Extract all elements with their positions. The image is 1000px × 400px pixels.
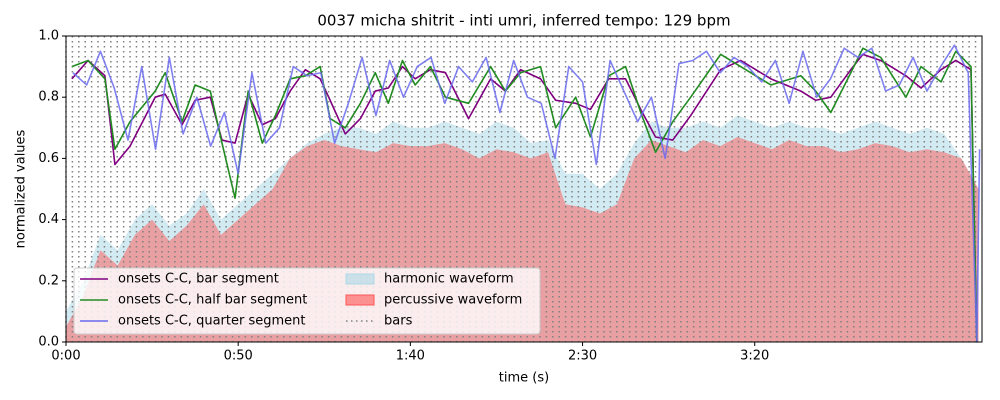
legend-label: onsets C-C, quarter segment: [118, 314, 305, 329]
y-tick-label: 0.2: [38, 273, 59, 288]
y-tick-label: 0.8: [38, 90, 59, 105]
series-line: [71, 47, 978, 343]
x-axis-label: time (s): [499, 371, 549, 386]
y-axis-label: normalized values: [14, 129, 29, 248]
series-line: [71, 53, 978, 343]
series-line: [72, 44, 981, 343]
legend-label: onsets C-C, bar segment: [118, 272, 279, 287]
legend-label: percussive waveform: [384, 293, 522, 308]
legend-box: [73, 267, 541, 335]
legend-label: onsets C-C, half bar segment: [118, 293, 307, 308]
legend-label: harmonic waveform: [384, 272, 514, 287]
y-tick-label: 0.0: [38, 335, 59, 350]
legend: onsets C-C, bar segment onsets C-C, half …: [73, 267, 541, 335]
x-tick-label: 2:30: [568, 349, 597, 364]
legend-swatch: [345, 294, 375, 306]
x-tick-label: 1:40: [396, 349, 425, 364]
x-tick-label: 0:50: [224, 349, 253, 364]
legend-label: bars: [384, 314, 413, 329]
y-tick-label: 1.0: [38, 29, 59, 44]
x-tick-label: 3:20: [740, 349, 769, 364]
chart-title: 0037 micha shitrit - inti umri, inferred…: [317, 12, 730, 30]
axes-frame: [65, 35, 983, 343]
y-tick-label: 0.6: [38, 151, 59, 166]
y-tick-label: 0.4: [38, 212, 59, 227]
x-tick-label: 0:00: [51, 349, 80, 364]
legend-swatch: [345, 273, 375, 285]
